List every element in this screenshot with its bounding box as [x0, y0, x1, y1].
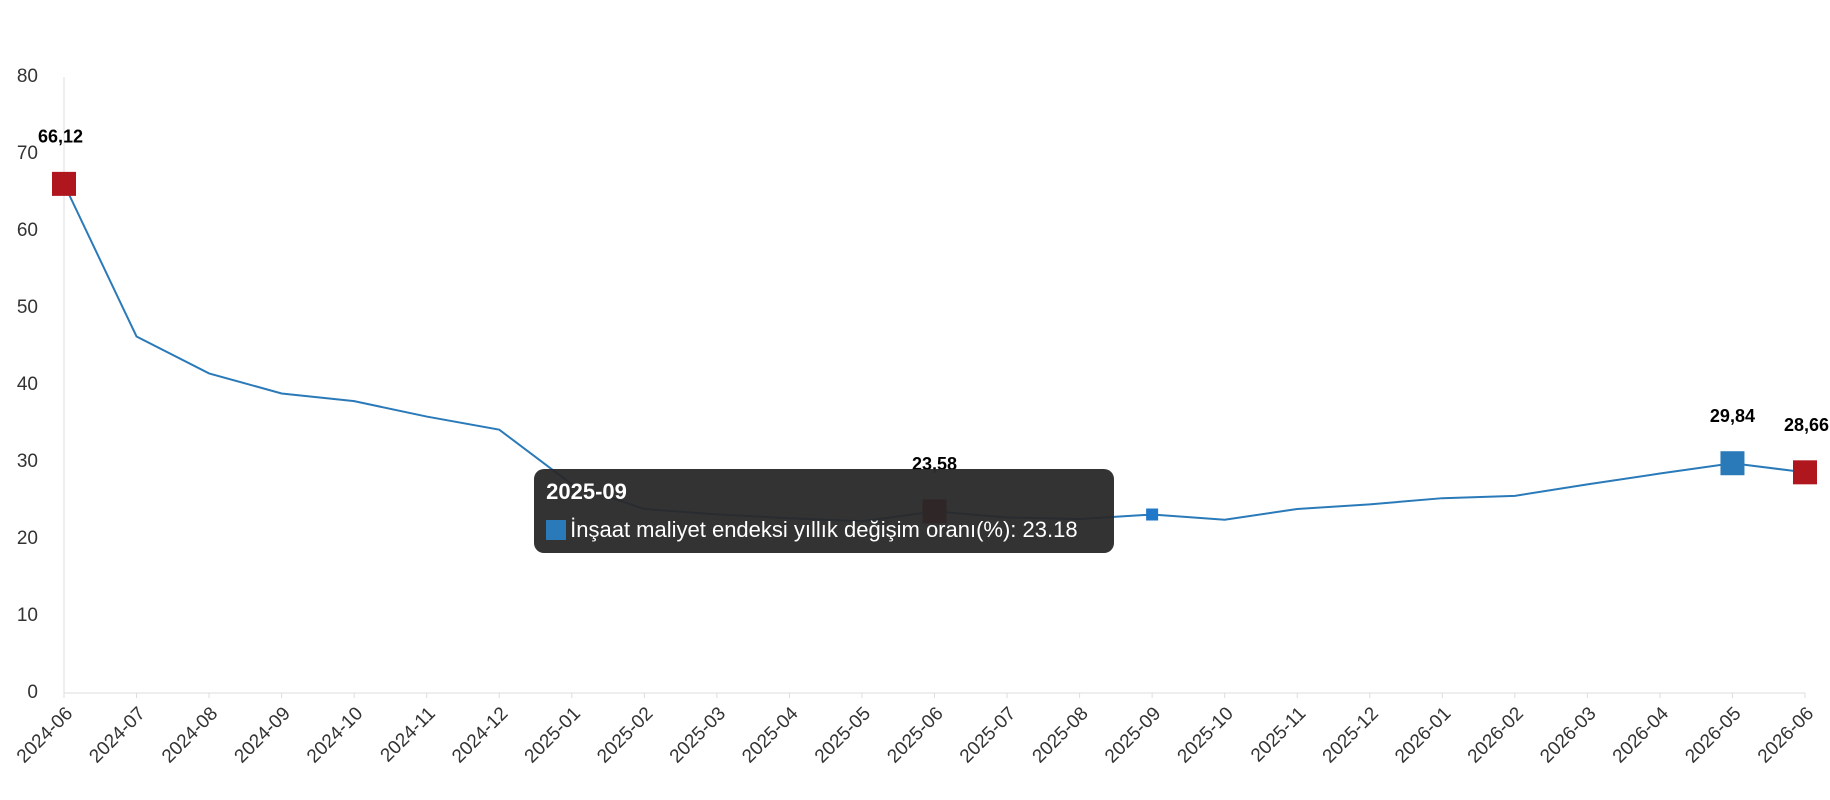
- x-tick-label: 2026-03: [1536, 703, 1600, 767]
- x-tick-label: 2026-05: [1681, 703, 1745, 767]
- x-tick-label: 2025-12: [1319, 703, 1383, 767]
- marker: [52, 171, 76, 196]
- marker: [1793, 460, 1817, 485]
- x-tick-label: 2024-06: [13, 703, 77, 767]
- x-tick-label: 2026-02: [1464, 703, 1528, 767]
- y-tick-label: 10: [17, 605, 38, 626]
- x-tick-label: 2024-12: [448, 703, 512, 767]
- x-tick-label: 2025-06: [883, 703, 947, 767]
- y-tick-label: 80: [17, 66, 38, 87]
- x-tick-label: 2025-02: [593, 703, 657, 767]
- marker: [1146, 508, 1159, 521]
- x-tick-label: 2026-04: [1609, 703, 1673, 767]
- x-tick-label: 2024-08: [158, 703, 222, 767]
- y-tick-label: 20: [17, 528, 38, 549]
- x-tick-label: 2025-04: [738, 703, 802, 767]
- x-tick-label: 2025-09: [1101, 703, 1165, 767]
- x-tick-label: 2025-01: [521, 703, 585, 767]
- y-tick-label: 60: [17, 220, 38, 241]
- data-label: 29,84: [1710, 406, 1755, 426]
- data-label: 66,12: [38, 127, 83, 147]
- tooltip-title: 2025-09: [546, 478, 627, 504]
- x-tick-label: 2025-05: [811, 703, 875, 767]
- x-tick-label: 2026-06: [1754, 703, 1818, 767]
- y-tick-label: 40: [17, 374, 38, 395]
- x-tick-label: 2025-03: [666, 703, 730, 767]
- tooltip-series: İnşaat maliyet endeksi yıllık değişim or…: [570, 517, 1022, 542]
- y-tick-label: 70: [17, 143, 38, 164]
- x-tick-label: 2025-08: [1029, 703, 1093, 767]
- y-tick-label: 0: [27, 682, 38, 703]
- x-tick-label: 2024-07: [85, 703, 149, 767]
- tooltip: 2025-09 İnşaat maliyet endeksi yıllık de…: [534, 468, 1115, 553]
- y-tick-label: 30: [17, 451, 38, 472]
- x-tick-label: 2026-01: [1391, 703, 1455, 767]
- x-tick-label: 2024-09: [231, 703, 295, 767]
- x-tick-label: 2025-11: [1247, 703, 1310, 766]
- x-tick-label: 2025-10: [1174, 703, 1238, 767]
- x-tick-label: 2025-07: [956, 703, 1020, 767]
- tooltip-swatch: [546, 519, 567, 540]
- tooltip-row: İnşaat maliyet endeksi yıllık değişim or…: [546, 517, 1102, 543]
- y-tick-label: 50: [17, 297, 38, 318]
- data-label: 28,66: [1784, 415, 1829, 435]
- x-tick-label: 2024-10: [303, 703, 367, 767]
- marker: [1720, 451, 1745, 476]
- tooltip-value: 23.18: [1022, 516, 1078, 542]
- x-tick-label: 2024-11: [377, 703, 440, 766]
